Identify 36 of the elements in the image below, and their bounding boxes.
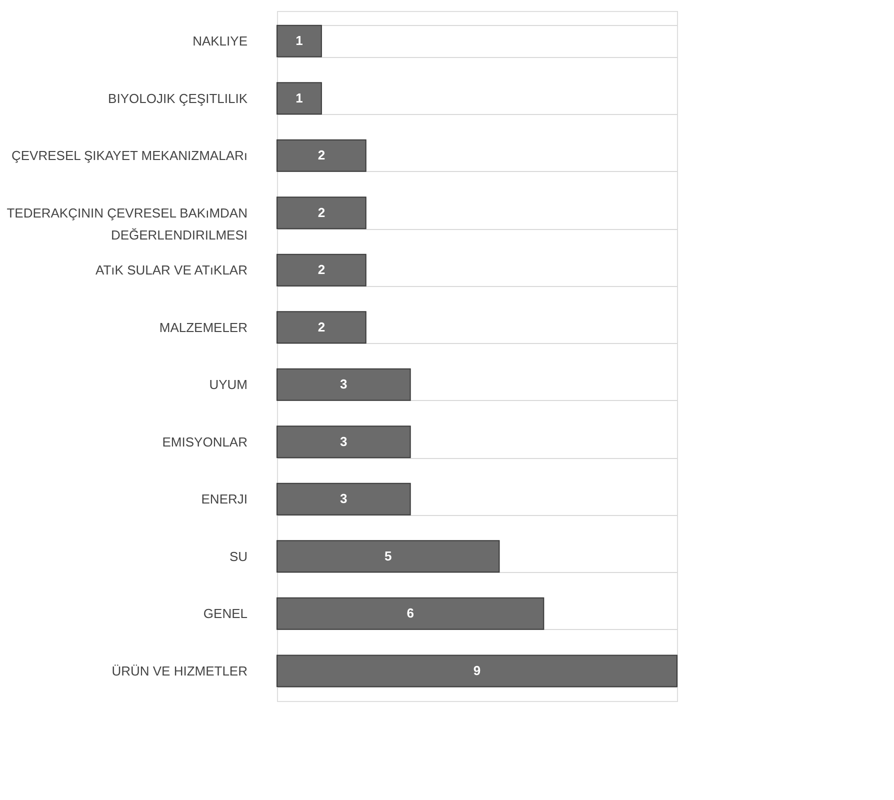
- y-tick-label: ÇEVRESEL ŞIKAYET MEKANIZMALARı: [12, 148, 248, 164]
- y-tick-label: BIYOLOJIK ÇEŞITLILIK: [108, 90, 248, 106]
- y-tick-label: ATıK SULAR VE ATıKLAR: [96, 262, 248, 278]
- bar: [276, 597, 544, 630]
- data-label: 2: [318, 262, 326, 278]
- data-label: 5: [384, 548, 392, 564]
- data-label: 3: [340, 491, 348, 506]
- data-label: 2: [318, 204, 326, 220]
- data-label: 9: [473, 662, 481, 678]
- bar: [276, 254, 366, 286]
- bar: [276, 540, 500, 573]
- bar: [276, 426, 411, 458]
- bar: [276, 311, 366, 344]
- bar: [276, 654, 678, 688]
- bar: [276, 24, 322, 58]
- data-label: 1: [296, 33, 303, 48]
- y-tick-label: EMISYONLAR: [162, 434, 248, 450]
- y-tick-label: MALZEMELER: [159, 320, 248, 335]
- y-tick-label: ENERJI: [201, 492, 248, 507]
- data-label: 6: [406, 606, 414, 621]
- data-label: 2: [318, 148, 326, 163]
- data-label: 1: [296, 90, 303, 106]
- y-tick-label: ÜRÜN VE HIZMETLER: [112, 663, 248, 678]
- bar: [276, 196, 366, 230]
- y-tick-label: SU: [229, 548, 248, 564]
- data-label: 3: [340, 434, 348, 449]
- y-tick-label: GENEL: [203, 606, 248, 622]
- y-tick-label: NAKLIYE: [192, 34, 248, 49]
- data-label: 3: [340, 376, 348, 392]
- bar: [276, 139, 366, 172]
- bar: [276, 482, 411, 516]
- y-tick-label: TEDERAKÇININ ÇEVRESEL BAKıMDAN DEĞERLENDIRILMESI: [6, 205, 248, 242]
- data-label: 2: [318, 319, 326, 334]
- bar: [276, 82, 322, 115]
- y-tick-label: UYUM: [209, 377, 248, 392]
- bar: [276, 368, 411, 401]
